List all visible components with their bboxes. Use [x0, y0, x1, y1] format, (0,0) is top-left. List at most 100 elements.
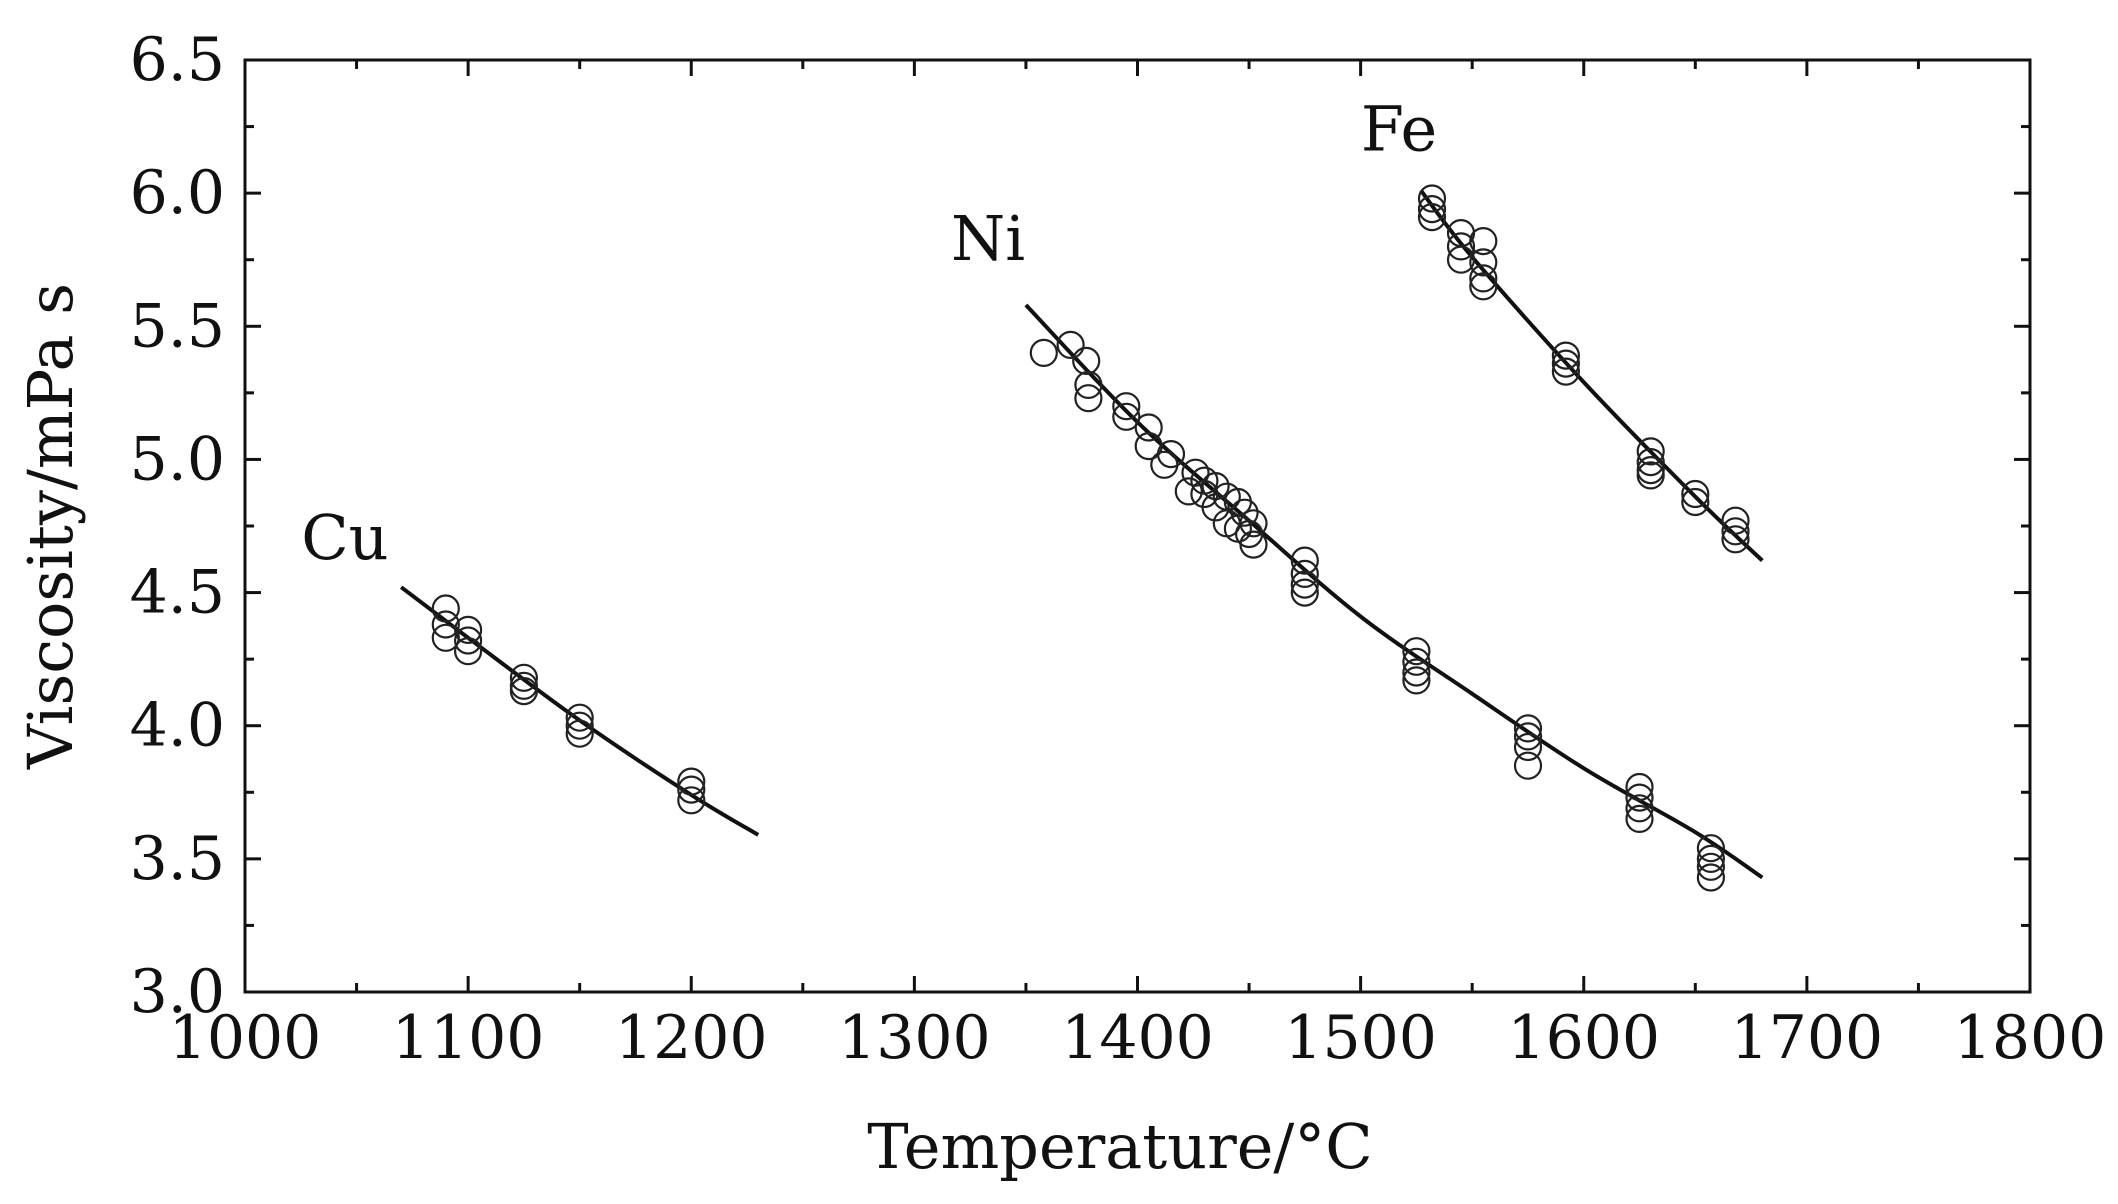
fe-data-point	[1721, 525, 1750, 554]
ni-fit-line	[1024, 303, 1764, 880]
fe-data-point	[1636, 461, 1665, 490]
x-tick-label: 1200	[615, 1003, 768, 1073]
fe-data-point	[1551, 357, 1581, 386]
ni-data-point	[1201, 472, 1230, 501]
cu-data-point	[565, 719, 594, 748]
ni-data-point	[1134, 413, 1163, 442]
x-tick-label: 1400	[1061, 1003, 1214, 1073]
y-tick-label: 6.0	[130, 158, 225, 228]
x-axis-title: Temperature/°C	[867, 1110, 1373, 1183]
ni-data-point	[1402, 637, 1431, 666]
y-tick-label: 5.5	[130, 291, 225, 361]
y-axis-title: Viscosity/mPa s	[14, 283, 87, 770]
ni-data-point	[1625, 794, 1654, 823]
ni-data-point	[1513, 751, 1543, 780]
ni-data-point	[1290, 578, 1319, 607]
x-tick-label: 1700	[1731, 1003, 1884, 1073]
x-tick-labels: 1000 1100 1200 1300 1400 1500 1600 1700 1800	[169, 1003, 2107, 1073]
fe-data-point	[1446, 232, 1476, 261]
ni-data-point	[1290, 546, 1319, 575]
ni-data-point	[1696, 852, 1726, 881]
cu-data-point	[565, 711, 594, 740]
fe-data-point	[1469, 264, 1498, 293]
x-tick-label: 1000	[169, 1003, 322, 1073]
cu-data-point	[454, 626, 483, 655]
ni-data-point	[1156, 440, 1186, 469]
ni-data-point	[1074, 384, 1103, 413]
fe-data-point	[1417, 184, 1447, 213]
fe-data-point	[1636, 448, 1665, 477]
cu-data-point	[431, 594, 460, 623]
fit-lines	[399, 189, 1764, 880]
y-tick-label: 3.0	[130, 957, 225, 1027]
fe-data-point	[1681, 487, 1710, 517]
cu-data-point	[431, 610, 460, 639]
ni-data-point	[1056, 330, 1085, 359]
series-labels: Cu Ni Fe	[301, 92, 1437, 574]
ni-data-point	[1112, 402, 1141, 431]
ni-data-point	[1402, 666, 1431, 695]
ni-data-point	[1513, 732, 1543, 762]
fe-data-point	[1551, 349, 1581, 378]
y-tick-label: 4.0	[130, 691, 225, 761]
ni-data-point	[1239, 530, 1268, 559]
cu-data-point	[509, 663, 539, 692]
axis-ticks	[243, 58, 2032, 994]
fe-data-point	[1417, 195, 1447, 224]
ni-data-point	[1625, 804, 1654, 834]
fe-fit-line	[1419, 189, 1764, 563]
ni-data-point	[1290, 559, 1319, 589]
fe-data-point	[1636, 437, 1665, 466]
x-tick-label: 1600	[1507, 1003, 1660, 1073]
ni-data-point	[1402, 647, 1431, 676]
cu-data-point	[565, 703, 594, 732]
fe-data-point	[1417, 203, 1447, 232]
ni-data-point	[1230, 498, 1259, 527]
y-tick-label: 3.5	[130, 824, 225, 894]
cu-data-point	[454, 615, 483, 645]
fe-data-point	[1721, 506, 1750, 535]
cu-data-point	[454, 637, 483, 666]
cu-data-point	[677, 786, 706, 815]
ni-data-point	[1290, 570, 1319, 599]
plot-frame	[243, 58, 2032, 994]
fe-data-point	[1469, 227, 1498, 256]
fe-data-point	[1551, 341, 1581, 370]
ni-data-point	[1201, 493, 1230, 522]
y-tick-label: 4.5	[130, 558, 225, 628]
cu-data-point	[677, 767, 706, 796]
ni-data-point	[1029, 338, 1058, 367]
ni-series-label: Ni	[951, 202, 1025, 275]
x-tick-label: 1800	[1954, 1003, 2107, 1073]
ni-data-point	[1696, 863, 1726, 892]
ni-data-point	[1625, 772, 1654, 802]
fe-data-point	[1721, 517, 1750, 546]
ni-data-point	[1625, 783, 1654, 812]
ni-data-point	[1696, 834, 1726, 863]
ni-data-point	[1239, 509, 1268, 538]
ni-data-point	[1696, 844, 1726, 874]
cu-series-label: Cu	[301, 501, 388, 574]
ni-data-point	[1174, 477, 1203, 506]
ni-data-point	[1513, 722, 1543, 751]
data-markers	[431, 184, 1750, 892]
ni-data-point	[1112, 392, 1141, 421]
cu-data-point	[677, 775, 706, 804]
y-tick-label: 6.5	[130, 25, 225, 95]
y-tick-label: 5.0	[130, 424, 225, 494]
x-tick-label: 1500	[1284, 1003, 1437, 1073]
ni-data-point	[1402, 658, 1431, 687]
cu-data-point	[509, 676, 539, 706]
x-tick-label: 1100	[392, 1003, 545, 1073]
x-tick-label: 1300	[838, 1003, 991, 1073]
fe-data-point	[1469, 248, 1498, 277]
fe-data-point	[1469, 272, 1498, 301]
y-tick-labels: 3.0 3.5 4.0 4.5 5.0 5.5 6.0 6.5	[130, 25, 225, 1027]
ni-data-point	[1072, 346, 1101, 375]
fe-data-point	[1681, 479, 1710, 509]
fe-series-label: Fe	[1361, 92, 1437, 165]
fe-data-point	[1446, 245, 1476, 274]
ni-data-point	[1513, 714, 1543, 743]
ni-data-point	[1074, 370, 1103, 399]
